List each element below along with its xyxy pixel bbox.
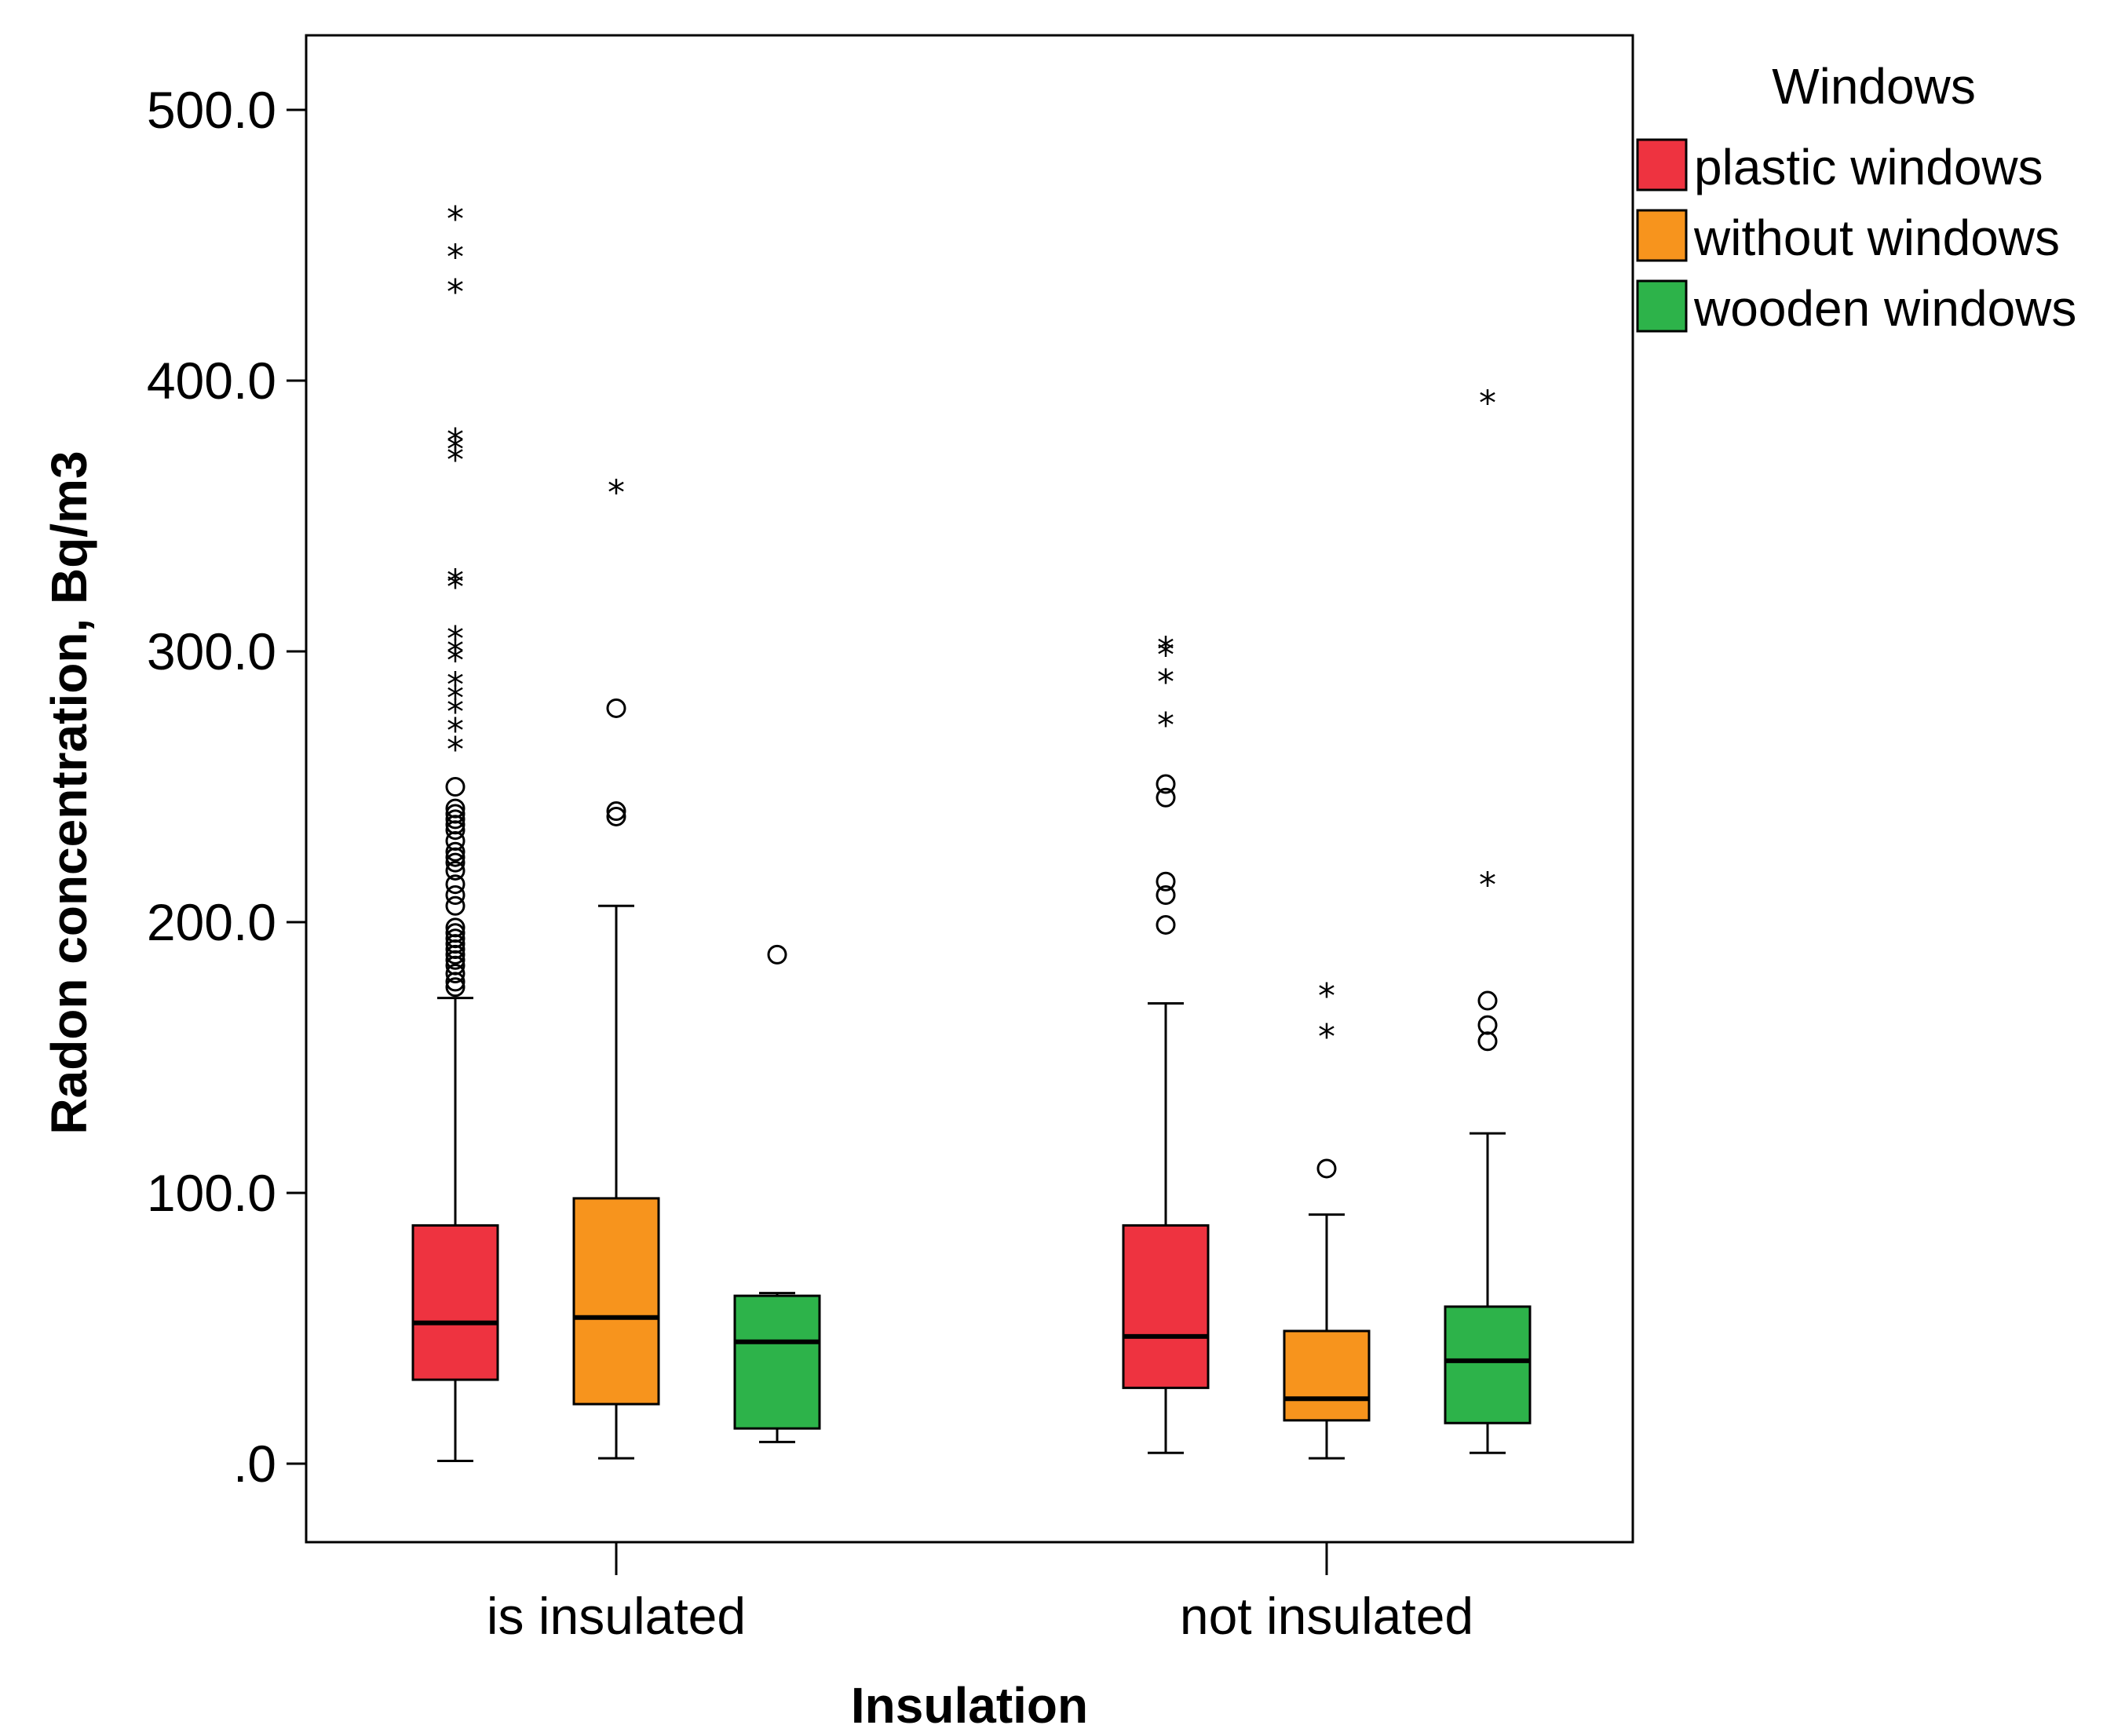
box-iqr <box>572 1197 660 1406</box>
outlier-point <box>445 804 466 824</box>
extreme-point: * <box>447 567 464 607</box>
outlier-point <box>445 885 466 905</box>
outlier-point <box>606 806 626 826</box>
outlier-point <box>606 698 626 718</box>
box-2-1: ** <box>1444 384 1532 1454</box>
outlier-point <box>445 964 466 984</box>
extreme-point: * <box>1157 630 1174 670</box>
y-tick-label: 400.0 <box>147 352 276 410</box>
extreme-point: * <box>447 429 464 469</box>
outlier-point <box>767 944 787 965</box>
y-tick-label: .0 <box>233 1435 276 1493</box>
extreme-point: * <box>447 199 464 239</box>
outlier-point <box>1316 1158 1337 1179</box>
box-iqr <box>411 1224 499 1381</box>
outlier-point <box>1156 914 1176 935</box>
box-iqr <box>1444 1305 1532 1424</box>
box-iqr <box>733 1294 821 1430</box>
outlier-point <box>1477 990 1498 1011</box>
extreme-point: * <box>1479 866 1496 906</box>
legend-title: Windows <box>1772 58 1976 115</box>
outlier-point <box>1477 1015 1498 1035</box>
extreme-point: * <box>447 711 464 751</box>
extreme-point: * <box>1157 706 1174 746</box>
extreme-point: * <box>447 640 464 680</box>
box-0-1: **** <box>1122 630 1210 1454</box>
legend-swatch <box>1636 279 1688 333</box>
box-iqr <box>1122 1224 1210 1389</box>
outlier-point <box>1156 871 1176 892</box>
legend-label: wooden windows <box>1693 280 2076 337</box>
outlier-point <box>445 798 466 819</box>
legend-item: plastic windows <box>1636 138 2043 195</box>
outlier-point <box>445 777 466 797</box>
legend-item: without windows <box>1636 209 2060 266</box>
x-axis-title: Insulation <box>851 1677 1088 1734</box>
extreme-point: * <box>1157 635 1174 675</box>
box-series: ************************* <box>411 199 1532 1463</box>
extreme-point: * <box>1318 976 1335 1016</box>
box-1-1: ** <box>1283 976 1371 1460</box>
y-axis-title: Radon concentration, Bq/m3 <box>41 450 97 1134</box>
x-tick-label: not insulated <box>1180 1587 1473 1645</box>
outlier-point <box>1156 774 1176 794</box>
outlier-point <box>606 801 626 822</box>
outlier-point <box>445 860 466 881</box>
y-tick-label: 500.0 <box>147 81 276 139</box>
outlier-point <box>445 852 466 873</box>
outlier-point <box>445 923 466 943</box>
legend: Windows plastic windows without windows wo… <box>1636 58 2076 337</box>
outlier-point <box>445 841 466 862</box>
extreme-point: * <box>447 440 464 480</box>
y-tick-label: 200.0 <box>147 893 276 951</box>
extreme-point: * <box>447 633 464 673</box>
y-tick-label: 100.0 <box>147 1164 276 1222</box>
extreme-point: * <box>447 679 464 719</box>
outlier-point <box>445 977 466 997</box>
x-tick-label: is insulated <box>487 1587 746 1645</box>
legend-label: without windows <box>1693 210 2060 266</box>
extreme-point: * <box>447 730 464 770</box>
outlier-point <box>1156 787 1176 808</box>
extreme-point: * <box>447 665 464 705</box>
box-iqr <box>1283 1329 1371 1422</box>
plot-area <box>305 34 1634 1544</box>
outlier-point <box>445 895 466 916</box>
outlier-point <box>445 809 466 830</box>
box-0-0: **************** <box>411 199 499 1463</box>
outlier-point <box>445 874 466 895</box>
legend-swatch <box>1636 138 1688 191</box>
extreme-point: * <box>447 692 464 732</box>
extreme-point: * <box>1479 384 1496 424</box>
extreme-point: * <box>608 472 625 512</box>
y-tick-label: 300.0 <box>147 622 276 680</box>
x-axis: is insulated not insulated <box>487 1542 1473 1645</box>
legend-label: plastic windows <box>1694 139 2043 195</box>
legend-item: wooden windows <box>1636 279 2076 337</box>
outlier-point <box>1156 885 1176 905</box>
box-2-0 <box>733 944 821 1443</box>
extreme-point: * <box>1318 1017 1335 1057</box>
extreme-point: * <box>1157 662 1174 702</box>
extreme-point: * <box>447 421 464 461</box>
legend-items: plastic windows without windows wooden win… <box>1636 138 2076 337</box>
outlier-point <box>445 917 466 938</box>
extreme-point: * <box>447 562 464 602</box>
outlier-point <box>445 928 466 949</box>
extreme-point: * <box>447 237 464 277</box>
y-axis: .0 100.0 200.0 300.0 400.0 500.0 <box>147 81 306 1493</box>
extreme-point: * <box>447 619 464 659</box>
legend-swatch <box>1636 209 1688 262</box>
extreme-point: * <box>447 272 464 312</box>
box-1-0: * <box>572 472 660 1460</box>
